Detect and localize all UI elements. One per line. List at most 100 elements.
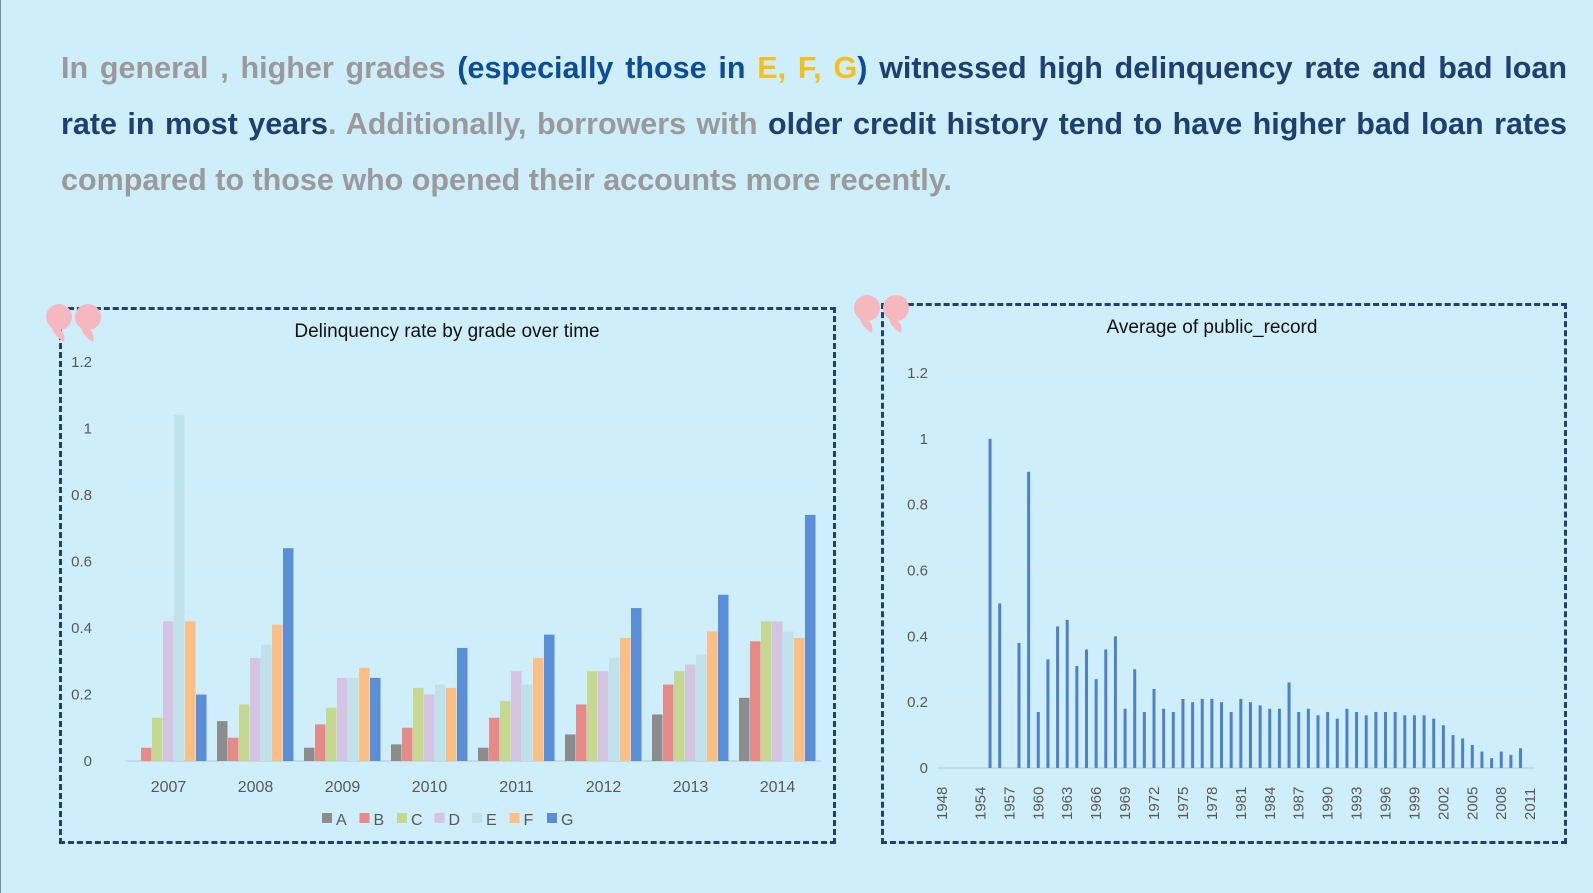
bar-public-record: [1181, 698, 1185, 768]
x-tick-label: 1954: [972, 787, 989, 820]
bar-public-record: [1374, 712, 1378, 768]
headline-segment: . Additionally, borrowers with: [327, 107, 768, 141]
x-tick-label: 2007: [151, 779, 187, 796]
bar-C: [239, 704, 250, 761]
legend-swatch: [434, 813, 445, 823]
bar-D: [511, 671, 522, 761]
delinquency-bar-chart: Delinquency rate by grade over time 0 0.2 0…: [71, 321, 821, 829]
bar-public-record: [1297, 712, 1301, 768]
bar-D: [772, 621, 783, 761]
bar-E: [696, 654, 707, 761]
bar-A: [391, 744, 402, 761]
x-tick-label: 2014: [760, 779, 796, 796]
x-tick-label: 2010: [412, 779, 448, 796]
legend-swatch: [547, 813, 557, 823]
bar-F: [533, 657, 544, 761]
x-tick-label: 2011: [1522, 788, 1539, 820]
x-tick-label: 1963: [1059, 787, 1076, 820]
bar-public-record: [1094, 679, 1098, 768]
chart-title: Average of public_record: [1107, 317, 1318, 338]
bar-D: [424, 694, 435, 761]
legend-swatch: [509, 813, 520, 823]
bar-G: [544, 634, 555, 761]
bar-E: [435, 684, 446, 761]
bar-public-record: [1316, 715, 1320, 768]
legend-swatch: [322, 813, 332, 823]
bar-public-record: [998, 603, 1002, 768]
x-tick-label: 1981: [1233, 787, 1250, 820]
bar-A: [565, 734, 576, 761]
bar-public-record: [1393, 712, 1397, 768]
bar-public-record: [1461, 738, 1465, 768]
x-tick-label: 1999: [1406, 787, 1423, 820]
bar-public-record: [1345, 708, 1349, 768]
x-tick-label: 1993: [1349, 787, 1366, 820]
bar-public-record: [1152, 689, 1156, 768]
bar-F: [272, 624, 283, 761]
bar-A: [217, 721, 228, 761]
legend-label: E: [486, 812, 497, 829]
bar-public-record: [1364, 715, 1368, 768]
bar-public-record: [1403, 715, 1407, 768]
y-tick-label: 1: [84, 421, 92, 438]
bar-C: [761, 621, 772, 761]
x-tick-label: 1984: [1262, 787, 1279, 820]
bar-F: [185, 621, 196, 761]
bar-public-record: [1355, 712, 1359, 768]
x-tick-label: 2005: [1464, 787, 1481, 820]
x-tick-label: 1948: [934, 787, 951, 820]
bar-B: [315, 724, 326, 761]
bar-B: [663, 684, 674, 761]
bar-public-record: [1519, 748, 1523, 768]
bar-public-record: [1306, 708, 1310, 768]
bar-C: [674, 671, 685, 761]
x-tick-label: 2011: [499, 779, 534, 796]
bar-public-record: [1191, 702, 1195, 768]
headline-segment: ): [857, 51, 880, 85]
bar-public-record: [1287, 682, 1291, 768]
bar-public-record: [1017, 642, 1021, 768]
legend-label: C: [411, 812, 423, 829]
bar-E: [348, 677, 359, 761]
x-tick-label: 2013: [673, 779, 709, 796]
headline-paragraph: In general , higher grades (especially t…: [61, 40, 1567, 208]
bar-public-record: [1036, 712, 1040, 768]
bar-public-record: [1056, 626, 1060, 768]
legend-swatch: [472, 813, 482, 823]
bar-public-record: [1133, 669, 1137, 768]
bar-F: [794, 637, 805, 761]
bar-C: [587, 671, 598, 761]
bar-E: [522, 684, 533, 761]
headline-segment: E, F, G: [757, 51, 858, 85]
bar-public-record: [1142, 712, 1146, 768]
bar-public-record: [1490, 758, 1494, 768]
bar-public-record: [1220, 702, 1224, 768]
legend-label: D: [449, 812, 461, 829]
x-tick-label: 1957: [1001, 787, 1018, 820]
legend-swatch: [397, 813, 407, 823]
headline-segment: (especially those in: [457, 51, 758, 85]
bar-public-record: [1432, 718, 1436, 768]
bar-B: [489, 717, 500, 761]
bar-D: [337, 677, 348, 761]
left-edge-line: [0, 0, 1, 893]
x-tick-label: 2012: [586, 779, 622, 796]
bar-B: [402, 727, 413, 761]
bar-B: [576, 704, 587, 761]
bar-public-record: [1123, 708, 1127, 768]
x-tick-label: 2008: [238, 779, 274, 796]
y-tick-label: 1.2: [71, 354, 92, 371]
y-tick-label: 0.6: [907, 563, 928, 580]
bar-public-record: [1258, 705, 1262, 768]
x-tick-label: 2002: [1435, 787, 1452, 820]
bar-F: [707, 631, 718, 761]
bar-public-record: [1277, 708, 1281, 768]
bar-A: [478, 747, 489, 761]
bar-E: [609, 657, 620, 761]
bar-B: [141, 747, 152, 761]
bar-F: [620, 637, 631, 761]
x-tick-label: 1978: [1204, 787, 1221, 820]
legend-label: A: [336, 812, 347, 829]
bar-A: [304, 747, 315, 761]
y-tick-label: 0.4: [71, 620, 92, 637]
